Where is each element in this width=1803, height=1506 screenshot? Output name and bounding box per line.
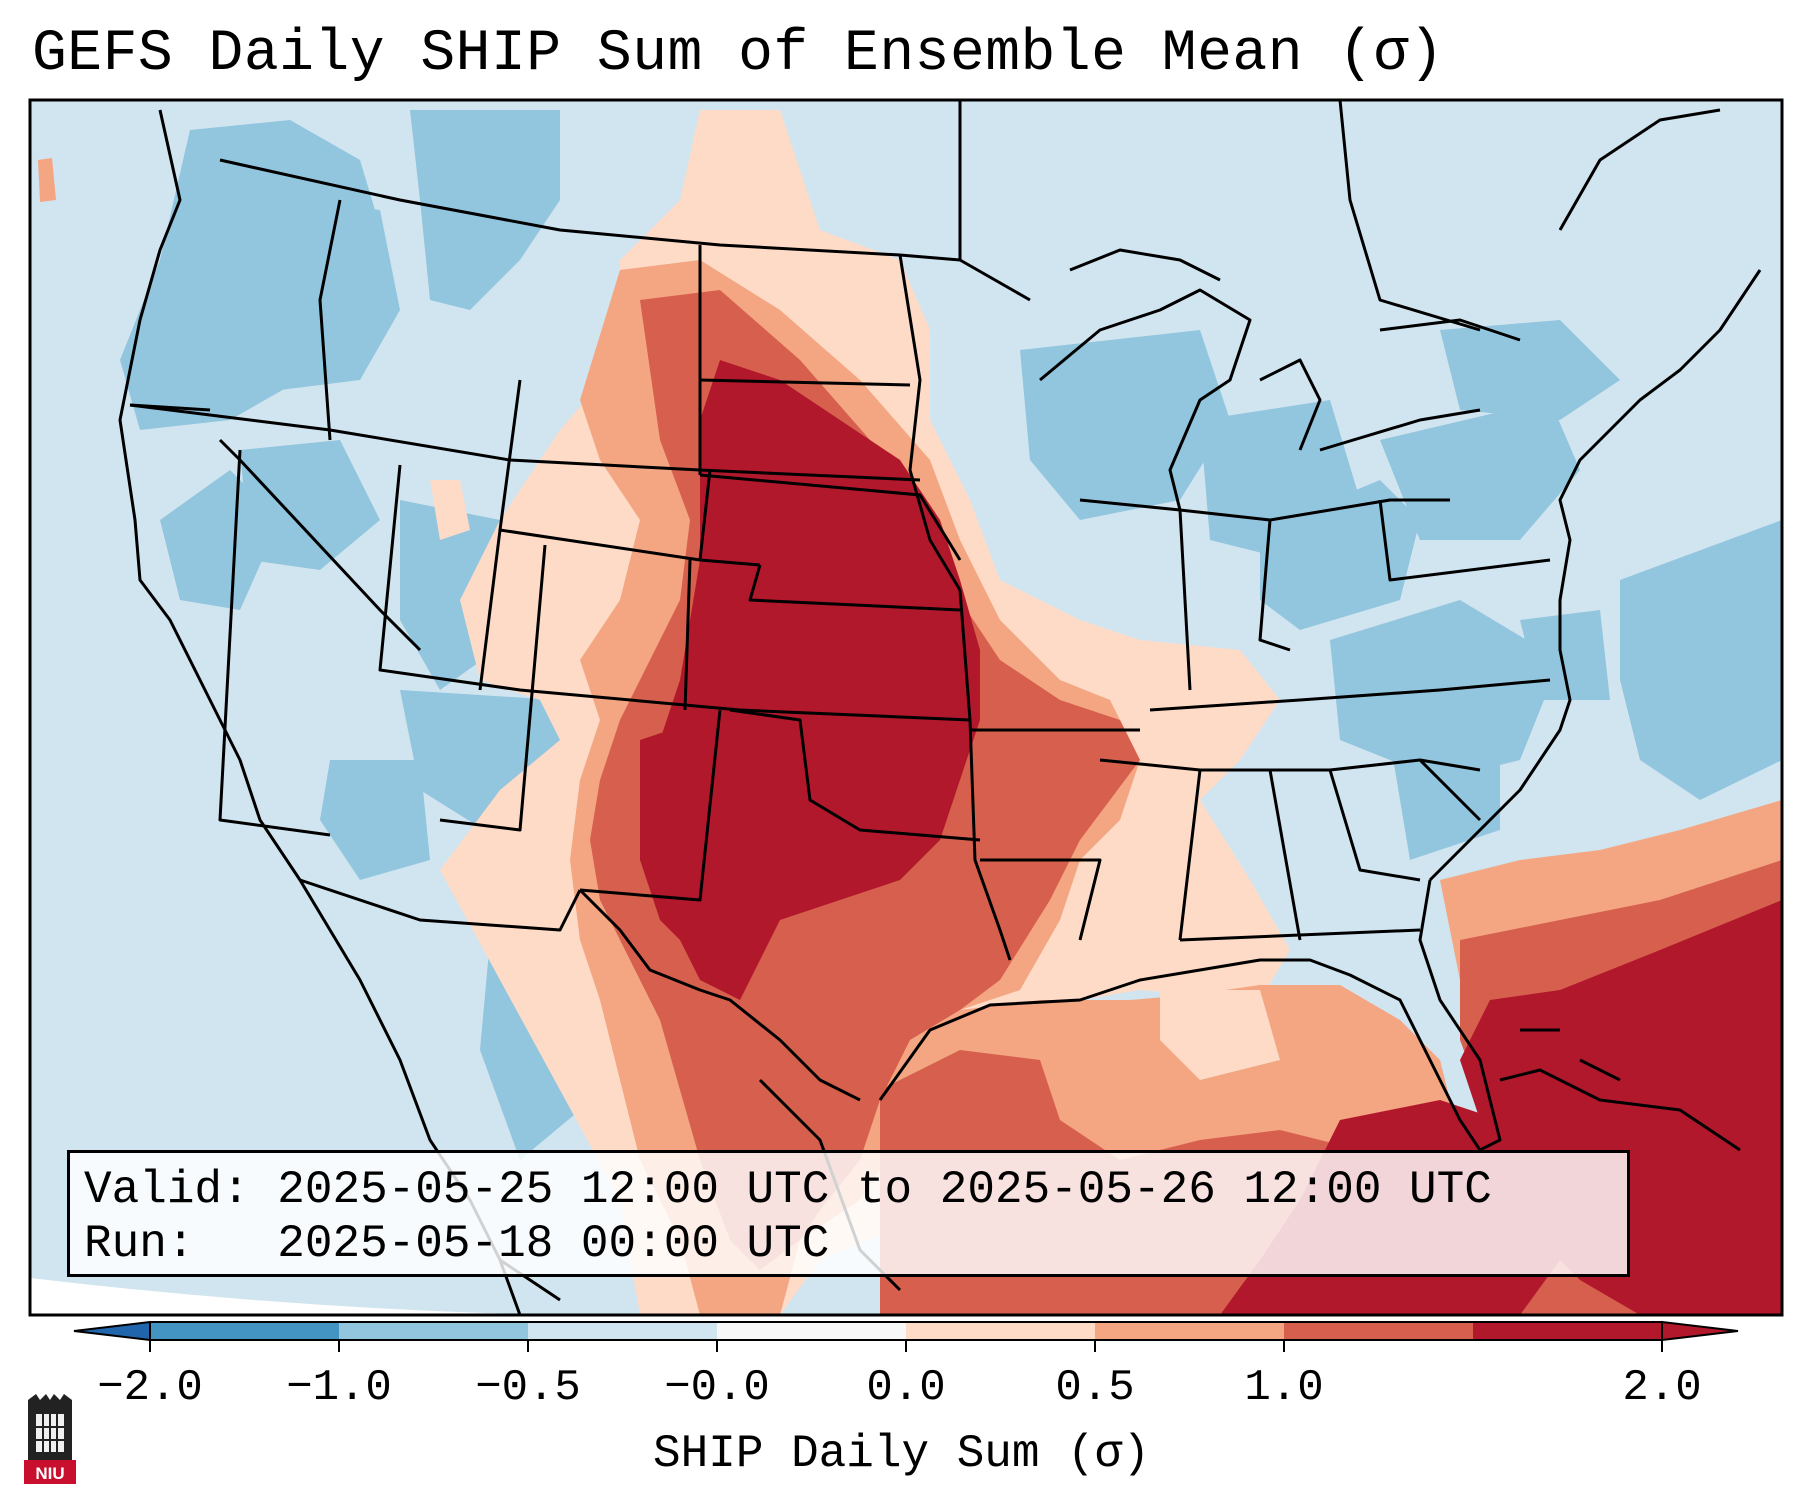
info-box: Valid: 2025-05-25 12:00 UTC to 2025-05-2…: [67, 1150, 1630, 1277]
map-frame: [28, 98, 1784, 1317]
colorbar-extend-high: [1661, 1320, 1739, 1342]
colorbar-segment: [528, 1322, 718, 1340]
colorbar-tick-label: −0.5: [475, 1363, 581, 1413]
page-title: GEFS Daily SHIP Sum of Ensemble Mean (σ): [32, 22, 1445, 87]
colorbar-segment: [1473, 1322, 1663, 1340]
state-and-coast-outlines: [118, 100, 1762, 1315]
colorbar-tick-label: 0.0: [866, 1363, 946, 1413]
colorbar-segment: [339, 1322, 529, 1340]
colorbar-segment: [1284, 1322, 1474, 1340]
colorbar-tick-label: 0.5: [1055, 1363, 1135, 1413]
colorbar-tick-label: 2.0: [1622, 1363, 1702, 1413]
colorbar-label: SHIP Daily Sum (σ): [653, 1428, 1150, 1480]
colorbar-tick-label: 1.0: [1244, 1363, 1324, 1413]
run-row: Run: 2025-05-18 00:00 UTC: [84, 1217, 1613, 1271]
colorbar-segment: [1095, 1322, 1285, 1340]
colorbar-tick-label: −2.0: [97, 1363, 203, 1413]
valid-row: Valid: 2025-05-25 12:00 UTC to 2025-05-2…: [84, 1163, 1613, 1217]
colorbar-segment: [150, 1322, 340, 1340]
valid-value: 2025-05-25 12:00 UTC to 2025-05-26 12:00…: [277, 1164, 1492, 1216]
run-value: 2025-05-18 00:00 UTC: [277, 1218, 830, 1270]
peach-spot-florida: [1160, 990, 1280, 1080]
run-label: Run:: [84, 1218, 195, 1270]
colorbar-tick-label: −1.0: [286, 1363, 392, 1413]
colorbar-extend-low: [73, 1320, 151, 1342]
map-fill-layer: [30, 100, 1782, 1315]
colorbar-tick-label: −0.0: [664, 1363, 770, 1413]
colorbar: [73, 1320, 1739, 1352]
projection-outside: [30, 1278, 560, 1315]
peach-spot-nw: [38, 158, 56, 202]
colorbar-segment: [906, 1322, 1096, 1340]
dark-red-area-2: [640, 720, 740, 960]
colorbar-segment: [717, 1322, 907, 1340]
niu-logo-icon: NIU: [24, 1394, 76, 1484]
logo-text: NIU: [35, 1464, 64, 1483]
valid-label: Valid:: [84, 1164, 250, 1216]
peach-spot-west: [430, 480, 470, 540]
